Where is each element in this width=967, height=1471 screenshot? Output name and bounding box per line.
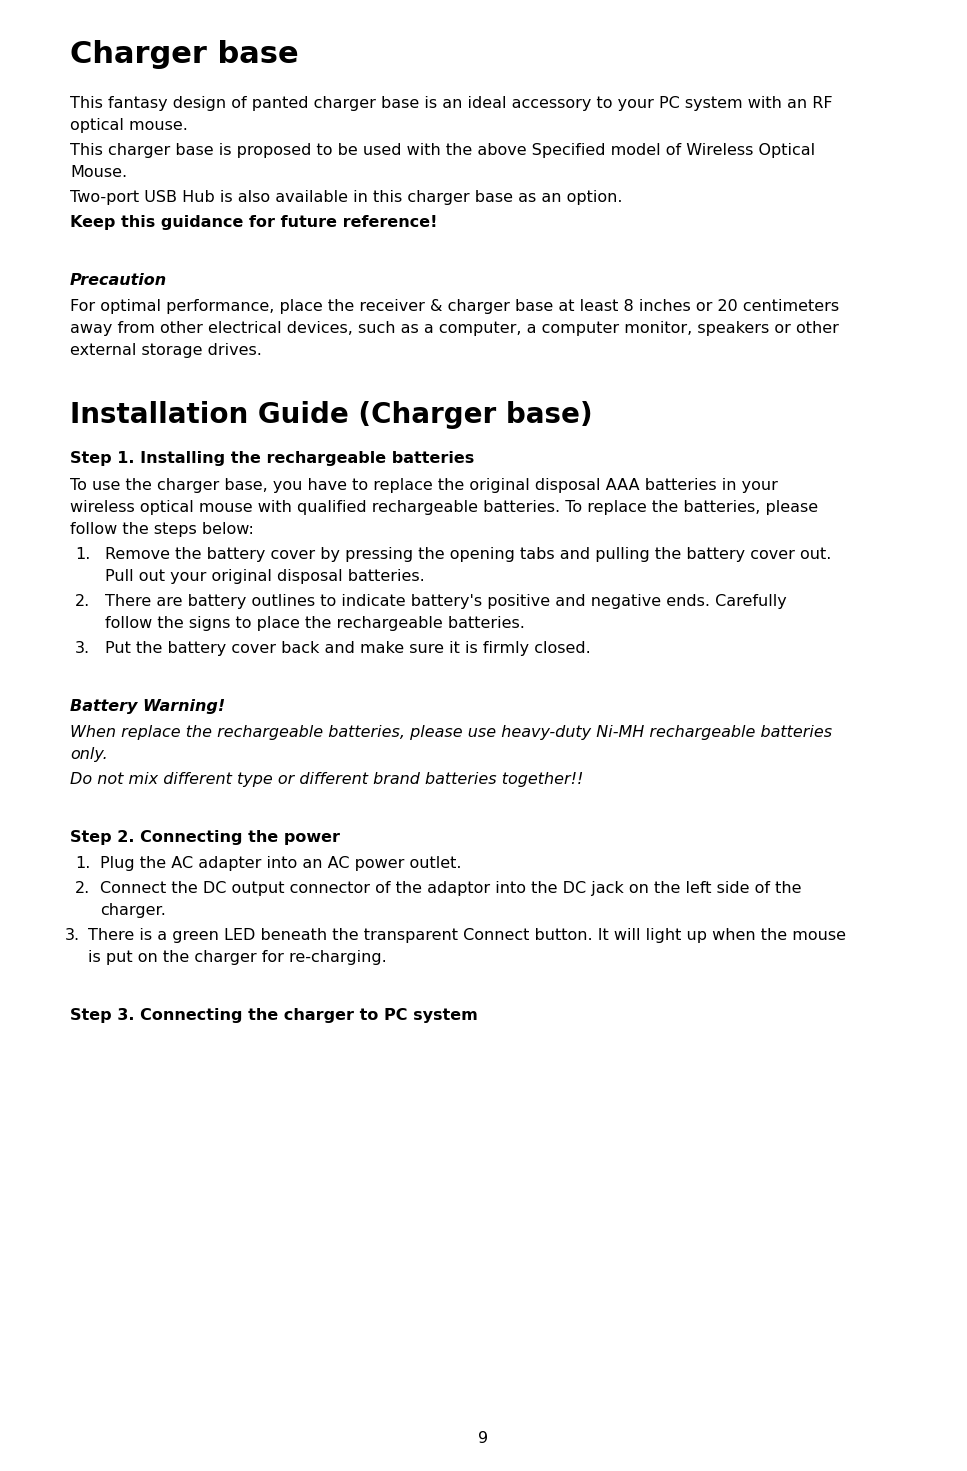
Text: only.: only.	[70, 747, 107, 762]
Text: Precaution: Precaution	[70, 274, 167, 288]
Text: There is a green LED beneath the transparent Connect button. It will light up wh: There is a green LED beneath the transpa…	[88, 928, 846, 943]
Text: Keep this guidance for future reference!: Keep this guidance for future reference!	[70, 215, 437, 229]
Text: external storage drives.: external storage drives.	[70, 343, 262, 359]
Text: 3.: 3.	[75, 641, 90, 656]
Text: Step 2. Connecting the power: Step 2. Connecting the power	[70, 830, 340, 844]
Text: Do not mix different type or different brand batteries together!!: Do not mix different type or different b…	[70, 772, 583, 787]
Text: Pull out your original disposal batteries.: Pull out your original disposal batterie…	[105, 569, 425, 584]
Text: follow the signs to place the rechargeable batteries.: follow the signs to place the rechargeab…	[105, 616, 525, 631]
Text: Remove the battery cover by pressing the opening tabs and pulling the battery co: Remove the battery cover by pressing the…	[105, 547, 832, 562]
Text: 3.: 3.	[65, 928, 80, 943]
Text: 2.: 2.	[75, 881, 90, 896]
Text: away from other electrical devices, such as a computer, a computer monitor, spea: away from other electrical devices, such…	[70, 321, 839, 337]
Text: is put on the charger for re-charging.: is put on the charger for re-charging.	[88, 950, 387, 965]
Text: 2.: 2.	[75, 594, 90, 609]
Text: Installation Guide (Charger base): Installation Guide (Charger base)	[70, 402, 593, 430]
Text: wireless optical mouse with qualified rechargeable batteries. To replace the bat: wireless optical mouse with qualified re…	[70, 500, 818, 515]
Text: Battery Warning!: Battery Warning!	[70, 699, 225, 713]
Text: Mouse.: Mouse.	[70, 165, 127, 179]
Text: Connect the DC output connector of the adaptor into the DC jack on the left side: Connect the DC output connector of the a…	[100, 881, 802, 896]
Text: Plug the AC adapter into an AC power outlet.: Plug the AC adapter into an AC power out…	[100, 856, 461, 871]
Text: Step 1. Installing the rechargeable batteries: Step 1. Installing the rechargeable batt…	[70, 452, 474, 466]
Text: charger.: charger.	[100, 903, 166, 918]
Text: follow the steps below:: follow the steps below:	[70, 522, 254, 537]
Text: For optimal performance, place the receiver & charger base at least 8 inches or : For optimal performance, place the recei…	[70, 300, 839, 315]
Text: Two-port USB Hub is also available in this charger base as an option.: Two-port USB Hub is also available in th…	[70, 190, 623, 204]
Text: Put the battery cover back and make sure it is firmly closed.: Put the battery cover back and make sure…	[105, 641, 591, 656]
Text: 1.: 1.	[75, 547, 90, 562]
Text: When replace the rechargeable batteries, please use heavy-duty Ni-MH rechargeabl: When replace the rechargeable batteries,…	[70, 725, 833, 740]
Text: There are battery outlines to indicate battery's positive and negative ends. Car: There are battery outlines to indicate b…	[105, 594, 787, 609]
Text: To use the charger base, you have to replace the original disposal AAA batteries: To use the charger base, you have to rep…	[70, 478, 777, 493]
Text: 9: 9	[479, 1431, 488, 1446]
Text: optical mouse.: optical mouse.	[70, 118, 188, 132]
Text: 1.: 1.	[75, 856, 90, 871]
Text: Step 3. Connecting the charger to PC system: Step 3. Connecting the charger to PC sys…	[70, 1009, 478, 1024]
Text: This fantasy design of panted charger base is an ideal accessory to your PC syst: This fantasy design of panted charger ba…	[70, 96, 833, 110]
Text: This charger base is proposed to be used with the above Specified model of Wirel: This charger base is proposed to be used…	[70, 143, 815, 157]
Text: Charger base: Charger base	[70, 40, 299, 69]
